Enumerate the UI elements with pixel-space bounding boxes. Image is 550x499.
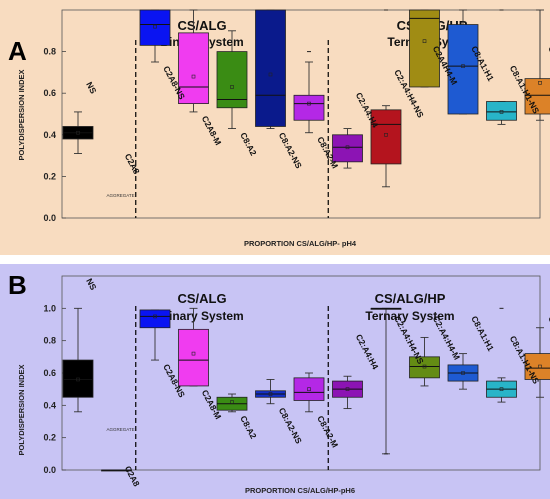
box-mean-marker <box>307 387 311 391</box>
box-rect <box>178 328 209 387</box>
y-axis-label: POLYDISPERSION INDEX <box>17 365 26 456</box>
aggregate-annotation: AGGREGATE <box>107 427 135 432</box>
box-rect <box>293 94 325 121</box>
box-mean-marker <box>230 400 234 404</box>
box-rect <box>409 9 440 88</box>
y-tick-label: 0.8 <box>43 336 56 346</box>
box-rect <box>524 78 550 115</box>
box-mean-marker <box>191 74 196 79</box>
y-tick-label: 0.0 <box>43 465 56 475</box>
y-tick-label: 0.8 <box>43 47 56 57</box>
panel-a: A POLYDISPERSION INDEX PROPORTION CS/ALG/H… <box>0 0 550 255</box>
box-mean-marker <box>461 64 465 68</box>
box-rect <box>139 309 171 329</box>
box-rect <box>332 134 363 163</box>
box-mean-marker <box>307 101 311 106</box>
y-tick-label: 0.4 <box>43 400 56 410</box>
box-mean-marker <box>538 81 542 85</box>
box-mean-marker <box>191 351 196 356</box>
group-title: CS/ALG <box>177 291 226 306</box>
x-axis-label: PROPORTION CS/ALG/HP-pH6 <box>245 486 355 495</box>
box-mean-marker <box>499 387 504 391</box>
panel-b: B POLYDISPERSION INDEX PROPORTION CS/ALG/H… <box>0 264 550 499</box>
group-title: CS/ALG/HP <box>375 291 446 306</box>
y-tick-label: 0.6 <box>43 368 56 378</box>
box-mean-marker <box>153 24 157 29</box>
box-mean-marker <box>230 85 234 89</box>
group-subtitle: Binary System <box>160 309 243 323</box>
y-tick-label: 0.2 <box>43 433 56 443</box>
box-mean-marker <box>153 314 157 319</box>
box-mean-marker <box>345 145 350 150</box>
y-axis-label: POLYDISPERSION INDEX <box>17 70 26 161</box>
box-mean-marker <box>268 392 273 396</box>
x-axis-label: PROPORTION CS/ALG/HP- pH4 <box>244 239 357 248</box>
box-rect <box>293 377 325 401</box>
box-mean-marker <box>499 110 504 114</box>
box-rect <box>255 9 286 127</box>
box-mean-marker <box>461 371 465 375</box>
box-mean-marker <box>422 39 427 44</box>
box-mean-marker <box>384 133 388 137</box>
box-rect <box>62 359 94 398</box>
box-mean-marker <box>268 72 273 77</box>
box-rect <box>409 356 440 379</box>
box-mean-marker <box>422 364 427 369</box>
box-mean-marker <box>538 364 542 369</box>
box-mean-marker <box>345 387 350 391</box>
box-mean-marker <box>76 377 80 382</box>
box-mean-marker <box>76 130 80 135</box>
box-rect <box>178 32 209 105</box>
box-rect <box>139 9 171 46</box>
y-tick-label: 0.2 <box>43 171 56 181</box>
y-tick-label: 1.0 <box>43 303 56 313</box>
panel-letter: A <box>8 36 27 66</box>
panel-letter: B <box>8 270 27 300</box>
box-rect <box>524 353 550 380</box>
box-rect <box>486 101 517 121</box>
group-title: CS/ALG <box>177 18 226 33</box>
aggregate-annotation: AGGREGATE <box>107 193 135 198</box>
box-rect <box>370 109 402 165</box>
box-rect <box>447 24 479 115</box>
y-tick-label: 0.6 <box>43 88 56 98</box>
y-tick-label: 0.0 <box>43 213 56 223</box>
box-rect <box>216 51 248 109</box>
y-tick-label: 0.4 <box>43 130 56 140</box>
group-subtitle: Ternary System <box>365 309 454 323</box>
